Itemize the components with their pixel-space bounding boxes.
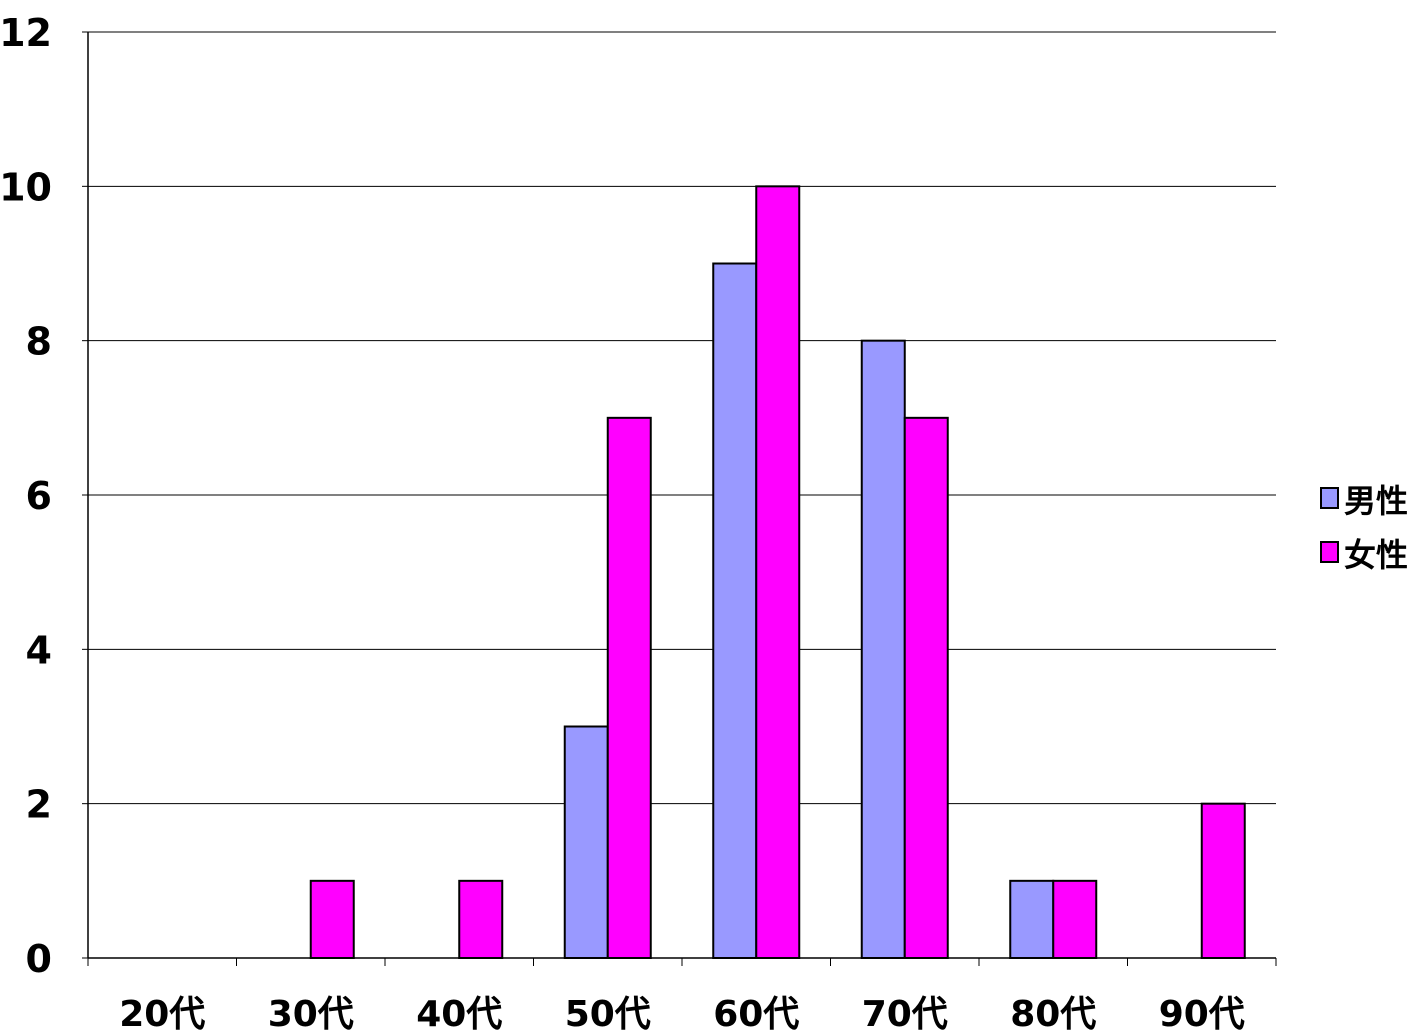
x-tick-label: 80代 bbox=[1010, 994, 1096, 1033]
y-tick-labels: 0 2 4 6 8 10 12 bbox=[0, 11, 52, 981]
y-tick-label: 12 bbox=[0, 11, 52, 55]
axes bbox=[82, 31, 1277, 966]
legend-label-male: 男性 bbox=[1344, 482, 1408, 520]
bar-female-30代 bbox=[309, 879, 355, 959]
y-tick-label: 6 bbox=[26, 474, 52, 518]
legend: 男性 女性 bbox=[1320, 482, 1408, 574]
y-tick-label: 4 bbox=[26, 628, 52, 672]
bar-male-70代 bbox=[860, 339, 906, 959]
legend-label-female: 女性 bbox=[1344, 536, 1408, 574]
bar-female-90代 bbox=[1200, 802, 1246, 960]
bar-female-50代 bbox=[606, 416, 652, 960]
x-tick-label: 90代 bbox=[1159, 994, 1245, 1033]
bar-male-80代 bbox=[1009, 879, 1055, 959]
gridlines bbox=[88, 31, 1276, 805]
x-tick-label: 60代 bbox=[713, 994, 799, 1033]
x-tick-label: 50代 bbox=[565, 994, 651, 1033]
x-tick-labels: 20代 30代 40代 50代 60代 70代 80代 90代 bbox=[119, 994, 1245, 1033]
bar-female-60代 bbox=[755, 185, 801, 960]
bars bbox=[309, 185, 1246, 960]
legend-swatch-male bbox=[1320, 487, 1339, 509]
y-tick-label: 2 bbox=[26, 783, 52, 827]
x-tick-label: 40代 bbox=[416, 994, 502, 1033]
x-tick-label: 30代 bbox=[268, 994, 354, 1033]
bar-male-60代 bbox=[712, 262, 758, 959]
bar-female-40代 bbox=[458, 879, 504, 959]
bar-female-80代 bbox=[1052, 879, 1098, 959]
y-tick-label: 8 bbox=[26, 320, 52, 364]
legend-swatch-female bbox=[1320, 541, 1339, 563]
bar-male-50代 bbox=[563, 725, 609, 959]
y-tick-label: 10 bbox=[0, 165, 52, 209]
x-tick-label: 20代 bbox=[119, 994, 205, 1033]
y-tick-label: 0 bbox=[26, 937, 52, 981]
bar-female-70代 bbox=[903, 416, 949, 960]
x-tick-label: 70代 bbox=[862, 994, 948, 1033]
